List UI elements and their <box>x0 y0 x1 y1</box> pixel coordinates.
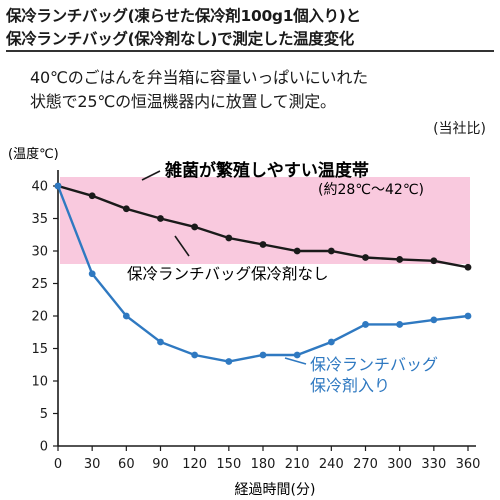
x-tick-label: 360 <box>456 457 481 472</box>
title-line-1: 保冷ランチバッグ(凍らせた保冷剤100g1個入り)と <box>6 7 361 25</box>
series-label-no-ice: 保冷ランチバッグ保冷剤なし <box>127 265 329 283</box>
series-label-with-ice-line1: 保冷ランチバッグ <box>310 355 438 374</box>
data-point-no-ice <box>157 215 164 222</box>
title-line-2: 保冷ランチバッグ(保冷剤なし)で測定した温度変化 <box>6 30 354 48</box>
y-tick-label: 10 <box>31 375 48 390</box>
series-layer <box>54 170 472 365</box>
y-tick-label: 35 <box>31 212 48 227</box>
y-tick-label: 40 <box>31 180 48 195</box>
band-label-leader <box>141 170 161 181</box>
y-tick-label: 20 <box>31 310 48 325</box>
y-tick-label: 15 <box>31 342 48 357</box>
data-point-no-ice <box>225 234 233 242</box>
danger-band-layer <box>60 177 470 264</box>
y-tick-label: 30 <box>31 245 48 260</box>
series-label-with-ice-line2: 保冷剤入り <box>310 376 390 395</box>
data-point-with-ice <box>430 316 438 324</box>
description-line-2: 状態で25℃の恒温機器内に放置して測定。 <box>30 92 336 111</box>
data-point-no-ice <box>191 223 199 231</box>
x-tick-label: 120 <box>182 457 207 472</box>
data-point-with-ice <box>259 351 267 359</box>
labels-layer: (温度℃) 経過時間(分) 雑菌が繁殖しやすい温度帯 (約28℃〜42℃) 保冷… <box>8 146 438 498</box>
band-sublabel: (約28℃〜42℃) <box>318 182 424 198</box>
x-tick-label: 330 <box>421 457 446 472</box>
data-point-no-ice <box>464 263 472 271</box>
y-tick-label: 5 <box>40 407 48 422</box>
data-point-with-ice <box>396 321 404 328</box>
x-tick-label: 150 <box>216 457 241 472</box>
data-point-no-ice <box>362 254 369 261</box>
data-point-with-ice <box>122 312 130 320</box>
x-tick-label: 270 <box>353 457 378 472</box>
data-point-with-ice <box>191 351 199 359</box>
data-point-no-ice <box>396 256 404 263</box>
title-divider <box>6 50 494 52</box>
y-tick-label: 0 <box>40 440 48 455</box>
data-point-no-ice <box>327 247 335 255</box>
x-tick-label: 90 <box>152 457 169 472</box>
data-point-with-ice <box>54 182 62 190</box>
x-tick-label: 180 <box>251 457 276 472</box>
data-point-no-ice <box>430 257 438 265</box>
x-tick-label: 300 <box>387 457 412 472</box>
data-point-with-ice <box>327 338 335 346</box>
danger-band <box>60 177 470 264</box>
data-point-no-ice <box>88 192 96 200</box>
data-point-with-ice <box>157 338 164 346</box>
with-ice-label-leader <box>284 357 307 365</box>
data-point-with-ice <box>362 321 369 328</box>
x-axis-label: 経過時間(分) <box>235 482 316 498</box>
data-point-with-ice <box>464 312 472 320</box>
data-point-no-ice <box>122 205 130 213</box>
comparison-note: (当社比) <box>433 121 486 137</box>
description-line-1: 40℃のごはんを弁当箱に容量いっぱいにいれた <box>30 68 368 87</box>
axes: 0 5 10 15 20 25 30 35 40 0 30 60 90 120 150 180 210 240 27… <box>31 170 480 472</box>
data-point-with-ice <box>225 358 233 365</box>
x-tick-label: 0 <box>54 457 62 472</box>
y-tick-label: 25 <box>31 277 48 292</box>
data-point-with-ice <box>293 351 301 359</box>
y-axis-label: (温度℃) <box>8 146 59 162</box>
band-label: 雑菌が繁殖しやすい温度帯 <box>164 160 369 181</box>
data-point-with-ice <box>88 270 96 278</box>
x-tick-label: 240 <box>319 457 344 472</box>
x-tick-label: 210 <box>285 457 310 472</box>
data-point-no-ice <box>259 241 267 248</box>
x-tick-label: 30 <box>84 457 101 472</box>
data-point-no-ice <box>293 247 301 255</box>
no-ice-label-leader <box>174 235 190 257</box>
x-tick-label: 60 <box>118 457 135 472</box>
